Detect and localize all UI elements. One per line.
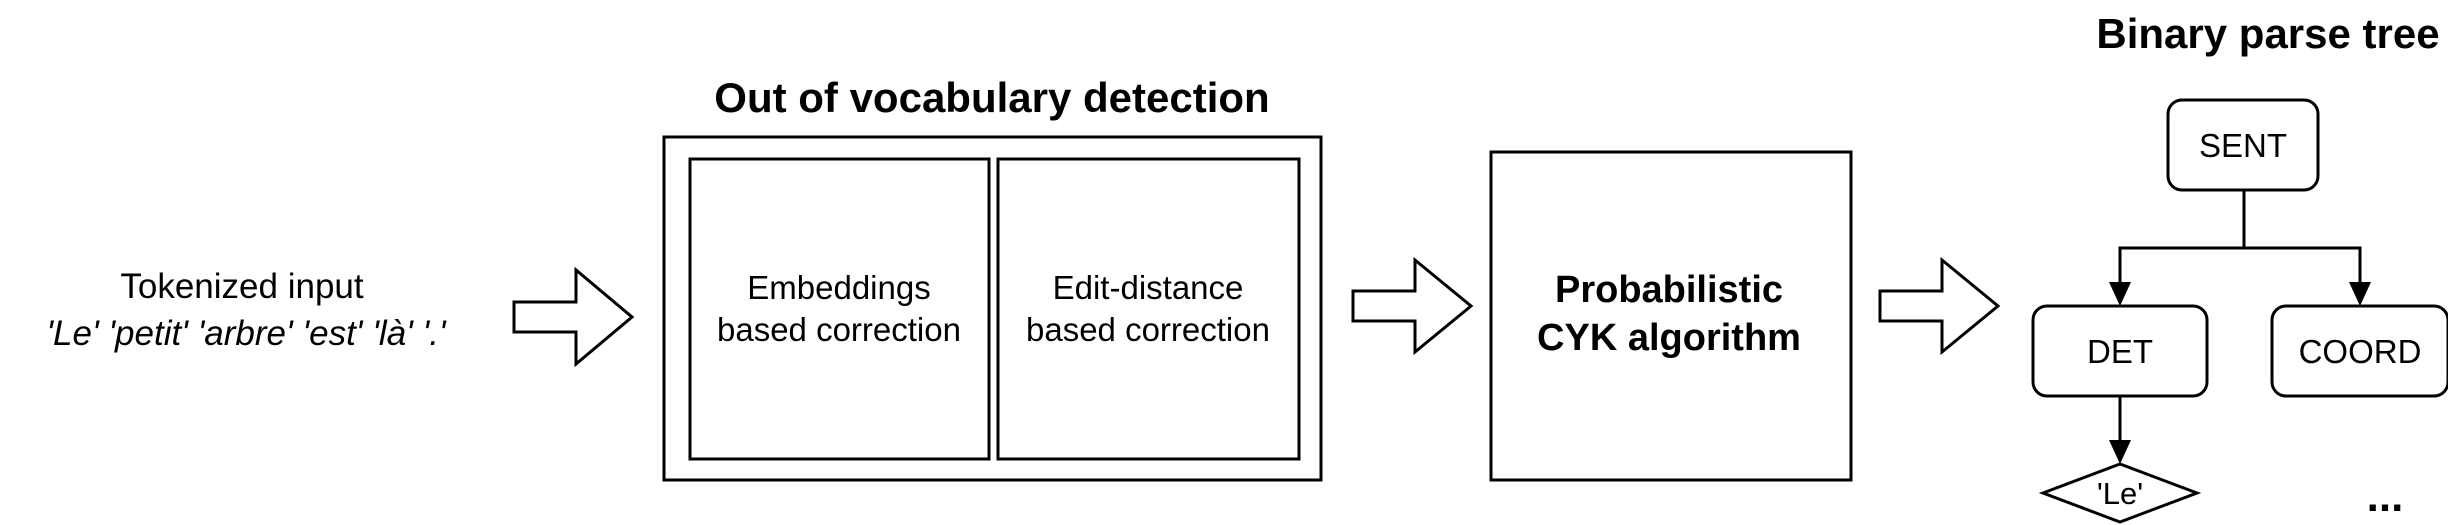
tokenized-input: Tokenized input 'Le' 'petit' 'arbre' 'es… xyxy=(46,267,447,353)
cyk-algorithm: Probabilistic CYK algorithm xyxy=(1489,150,1853,482)
tree-edge-root-to-det xyxy=(2118,246,2244,286)
tree-arrowhead-det xyxy=(2109,282,2131,306)
edit-distance-label-line1: Edit-distance xyxy=(1053,269,1244,306)
flow-arrow-oov-to-cyk xyxy=(1351,256,1474,356)
tree-leaf-label: 'Le' xyxy=(2097,476,2143,511)
tree-node-sent-label: SENT xyxy=(2199,127,2287,164)
tree-node-det-label: DET xyxy=(2087,333,2153,370)
tree-node-coord-label: COORD xyxy=(2299,333,2422,370)
cyk-box xyxy=(1489,150,1853,482)
edit-distance-label-line2: based correction xyxy=(1026,311,1270,348)
embeddings-label-line1: Embeddings xyxy=(747,269,930,306)
oov-title: Out of vocabulary detection xyxy=(714,74,1269,121)
flow-arrow-cyk-to-tree xyxy=(1878,256,2001,356)
flow-arrow-input-to-oov xyxy=(512,266,635,368)
tree-leaf-diamond xyxy=(2038,462,2202,524)
tree-title: Binary parse tree xyxy=(2096,10,2439,57)
oov-detection-group: Out of vocabulary detection Embeddings b… xyxy=(662,74,1323,482)
edit-distance-correction-box xyxy=(996,157,1301,461)
tree-node-det xyxy=(2031,304,2209,398)
tree-node-coord xyxy=(2270,304,2448,398)
tree-node-sent xyxy=(2166,98,2320,192)
tree-ellipsis: ... xyxy=(2367,472,2404,521)
tree-edge-root-to-coord xyxy=(2244,246,2362,286)
input-label: Tokenized input xyxy=(120,267,363,306)
embeddings-label-line2: based correction xyxy=(717,311,961,348)
embeddings-correction-box xyxy=(688,157,991,461)
tree-arrowhead-coord xyxy=(2349,282,2371,306)
cyk-label-line1: Probabilistic xyxy=(1555,269,1783,311)
input-tokens: 'Le' 'petit' 'arbre' 'est' 'là' '.' xyxy=(46,314,447,353)
binary-parse-tree: Binary parse tree SENT DET COORD 'Le' ..… xyxy=(2031,10,2448,524)
cyk-label-line2: CYK algorithm xyxy=(1537,317,1801,359)
tree-arrowhead-leaf xyxy=(2109,440,2131,464)
